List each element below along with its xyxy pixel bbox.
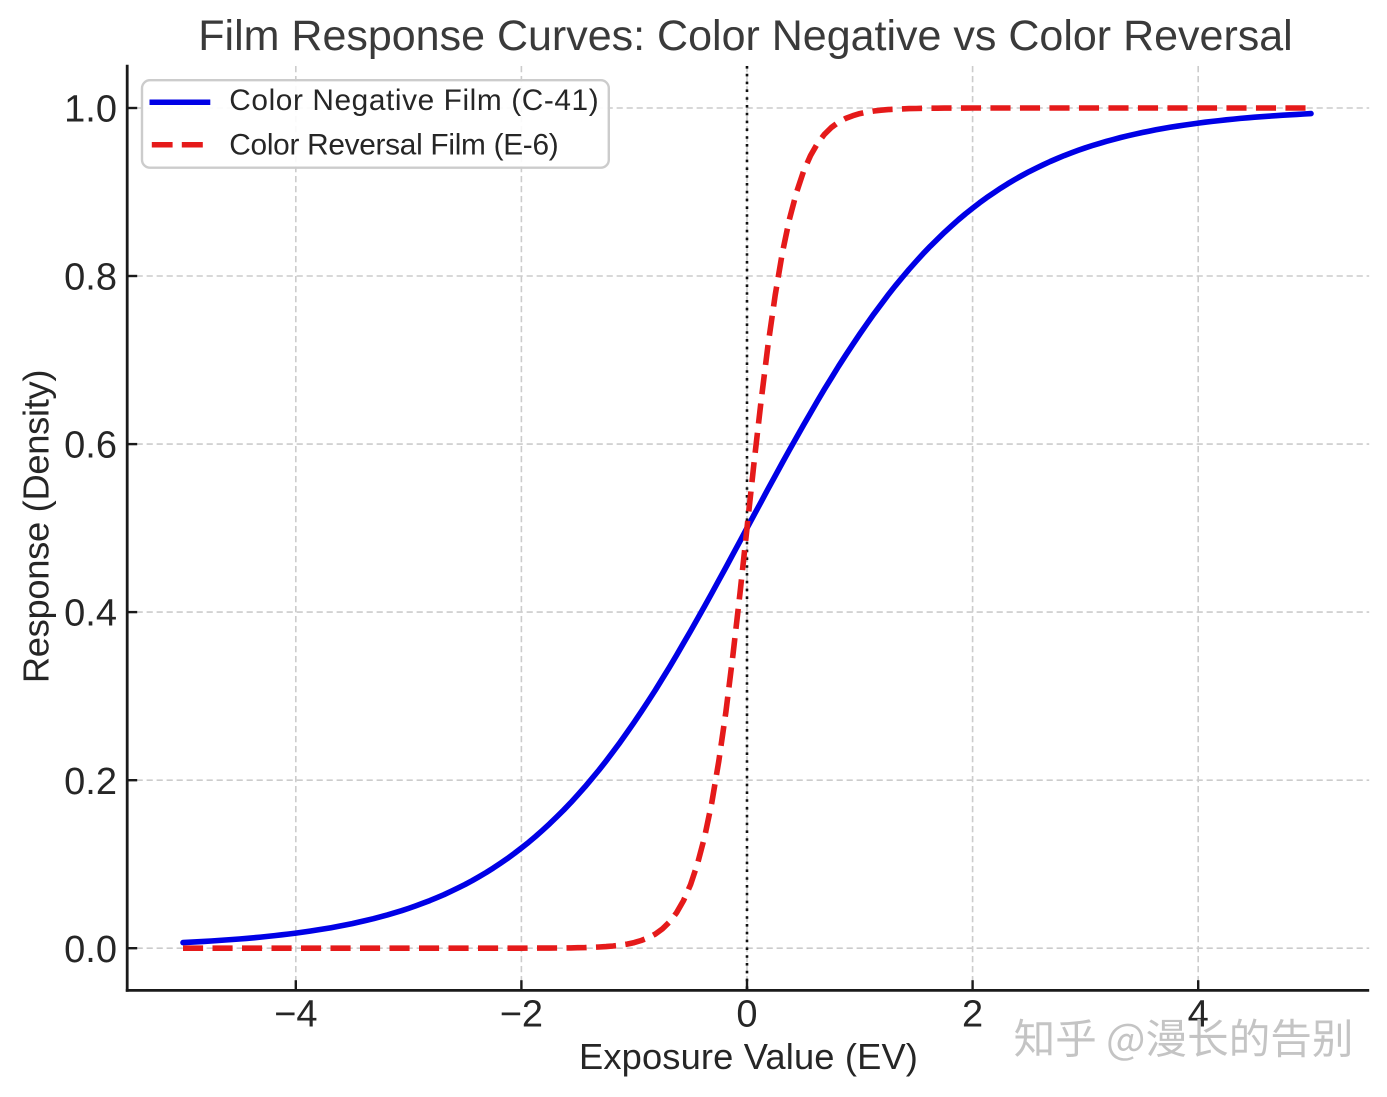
svg-text:0.6: 0.6 xyxy=(64,425,117,467)
svg-text:Exposure Value (EV): Exposure Value (EV) xyxy=(579,1036,918,1077)
svg-text:Color Negative Film (C-41): Color Negative Film (C-41) xyxy=(229,84,599,117)
svg-text:−4: −4 xyxy=(274,994,317,1036)
svg-text:0.0: 0.0 xyxy=(64,929,117,971)
svg-text:1.0: 1.0 xyxy=(64,89,117,131)
svg-text:Color Reversal Film (E-6): Color Reversal Film (E-6) xyxy=(229,129,558,162)
svg-text:0.2: 0.2 xyxy=(64,761,117,803)
svg-text:0: 0 xyxy=(736,994,757,1036)
svg-text:2: 2 xyxy=(962,994,983,1036)
svg-text:Film Response Curves: Color Ne: Film Response Curves: Color Negative vs … xyxy=(198,12,1292,60)
svg-text:0.4: 0.4 xyxy=(64,593,117,635)
svg-text:−2: −2 xyxy=(500,994,543,1036)
svg-text:Response (Density): Response (Density) xyxy=(16,370,57,683)
svg-text:4: 4 xyxy=(1188,994,1209,1036)
svg-text:0.8: 0.8 xyxy=(64,257,117,299)
